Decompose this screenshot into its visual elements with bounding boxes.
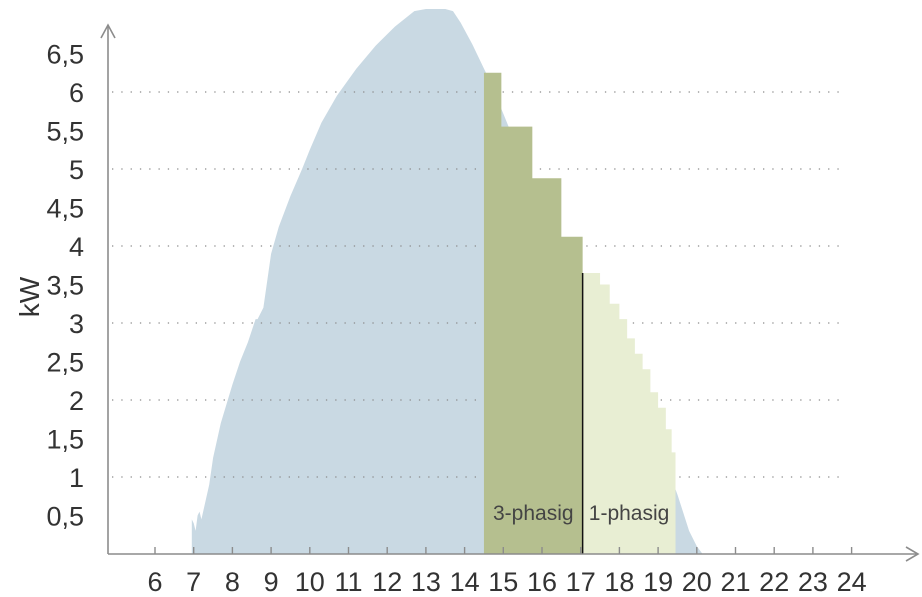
y-axis-arrow — [100, 23, 116, 39]
y-tick-label: 5,5 — [46, 117, 84, 147]
x-tick-label: 17 — [566, 567, 596, 597]
x-tick-label: 15 — [488, 567, 518, 597]
x-tick-label: 12 — [372, 567, 402, 597]
one-phase-bars — [582, 272, 676, 554]
x-tick-label: 18 — [604, 567, 634, 597]
y-tick-label: 6,5 — [46, 40, 84, 70]
x-tick-label: 10 — [295, 567, 325, 597]
three-phase-step-area — [483, 72, 583, 554]
x-tick-label: 19 — [643, 567, 673, 597]
x-tick-label: 16 — [527, 567, 557, 597]
y-tick-label: 1,5 — [46, 425, 84, 455]
x-tick-label: 21 — [720, 567, 750, 597]
x-tick-label: 22 — [759, 567, 789, 597]
y-tick-label: 4 — [69, 232, 84, 262]
y-tick-label: 3,5 — [46, 271, 84, 301]
three-phase-bars — [483, 72, 583, 554]
y-tick-label: 1 — [69, 463, 84, 493]
x-tick-labels: 6 7 8 9 10 11 12 13 14 15 16 17 18 19 20 21 22 23 24 — [147, 547, 867, 597]
x-tick-label: 13 — [411, 567, 441, 597]
x-tick-label: 14 — [450, 567, 480, 597]
y-tick-label: 5 — [69, 155, 84, 185]
y-tick-label: 6 — [69, 78, 84, 108]
axes — [100, 23, 920, 562]
y-tick-label: 2 — [69, 386, 84, 416]
one-phase-step-area — [582, 272, 676, 554]
x-tick-label: 9 — [264, 567, 279, 597]
y-axis-label: kW — [14, 276, 45, 317]
y-tick-label: 3 — [69, 309, 84, 339]
x-tick-label: 6 — [147, 567, 162, 597]
x-axis-arrow — [905, 546, 920, 562]
x-tick-label: 20 — [682, 567, 712, 597]
y-tick-label: 0,5 — [46, 502, 84, 532]
y-tick-labels: 0,5 1 1,5 2 2,5 3 3,5 4 4,5 5 5,5 6 6,5 — [46, 40, 84, 532]
y-tick-label: 4,5 — [46, 194, 84, 224]
x-tick-label: 7 — [186, 567, 201, 597]
region-label-3-phasig: 3-phasig — [493, 502, 574, 525]
region-label-1-phasig: 1-phasig — [589, 502, 670, 525]
y-tick-label: 2,5 — [46, 348, 84, 378]
x-tick-label: 11 — [334, 567, 362, 597]
x-tick-label: 23 — [798, 567, 828, 597]
x-tick-label: 24 — [837, 567, 867, 597]
x-tick-label: 8 — [225, 567, 240, 597]
